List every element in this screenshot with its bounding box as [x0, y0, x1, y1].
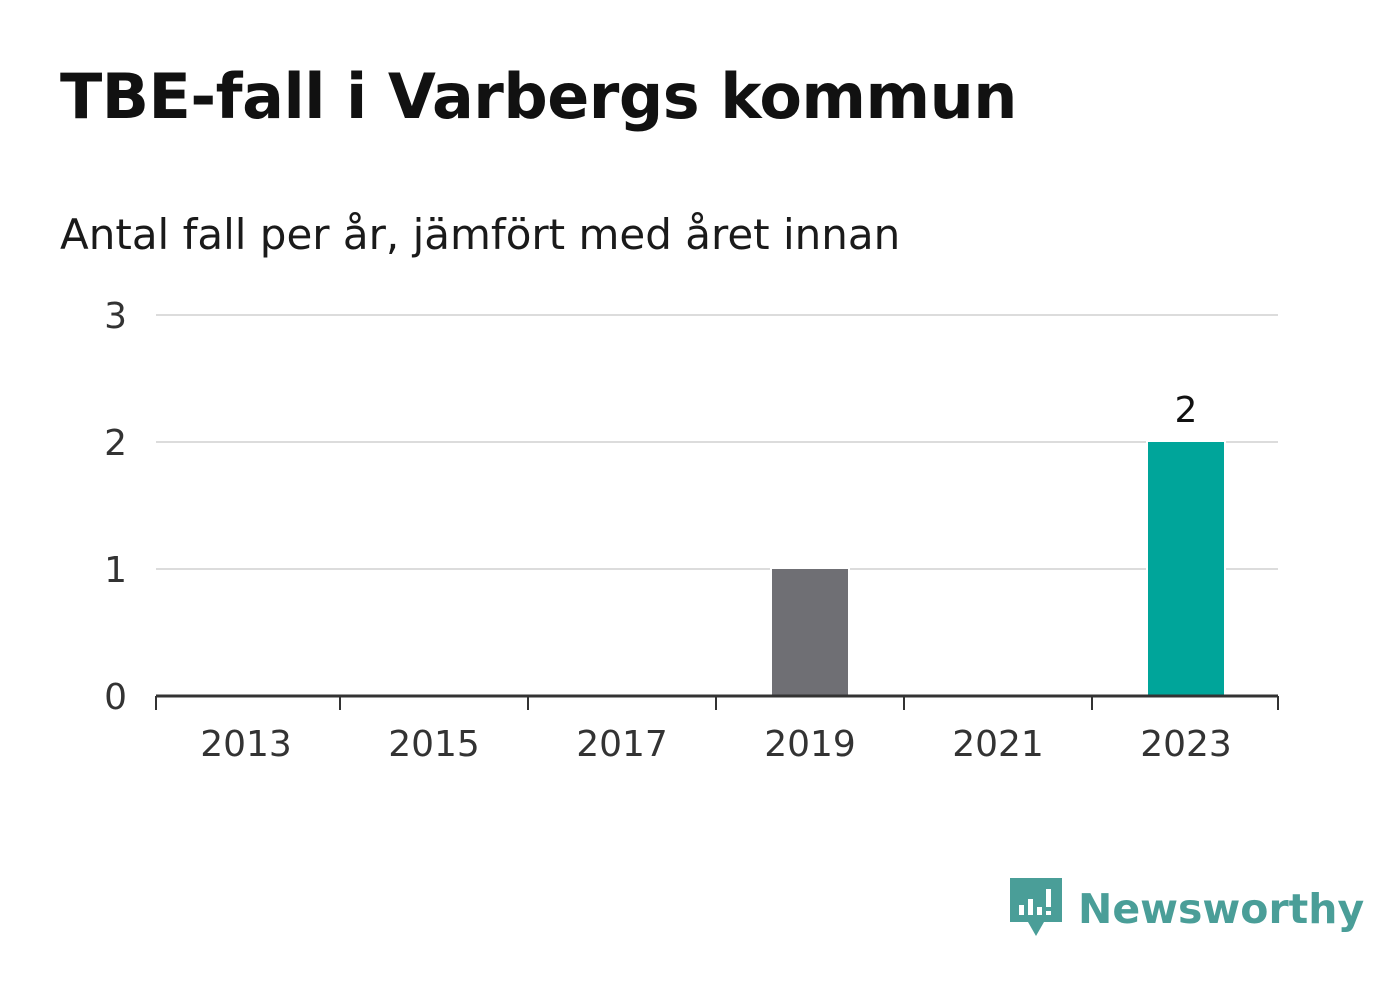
- x-tick-label-2013: 2013: [200, 724, 292, 765]
- chart-title: TBE-fall i Varbergs kommun: [60, 60, 1017, 133]
- x-tick-label-2015: 2015: [388, 724, 480, 765]
- axis-labels: 0 1 2 3 2013 2015 2017 2019 2021 2023 2: [104, 296, 1232, 765]
- x-tick-label-2019: 2019: [764, 724, 856, 765]
- chart-subtitle: Antal fall per år, jämfört med året inna…: [60, 210, 901, 259]
- x-tick-label-2023: 2023: [1140, 724, 1232, 765]
- data-label-2023: 2: [1175, 390, 1198, 431]
- grid-lines: [156, 314, 1278, 570]
- newsworthy-brand: Newsworthy: [1010, 876, 1364, 942]
- newsworthy-logo-icon: [1010, 878, 1062, 936]
- x-tick-label-2021: 2021: [952, 724, 1044, 765]
- y-tick-label-1: 1: [104, 550, 127, 591]
- bar-2019: [770, 567, 850, 698]
- x-axis: [155, 694, 1279, 710]
- y-tick-label-2: 2: [104, 423, 127, 464]
- x-tick-label-2017: 2017: [576, 724, 668, 765]
- bar-2023: [1146, 440, 1226, 698]
- y-tick-label-0: 0: [104, 677, 127, 718]
- brand-name: Newsworthy: [1078, 885, 1365, 933]
- y-tick-label-3: 3: [104, 296, 127, 337]
